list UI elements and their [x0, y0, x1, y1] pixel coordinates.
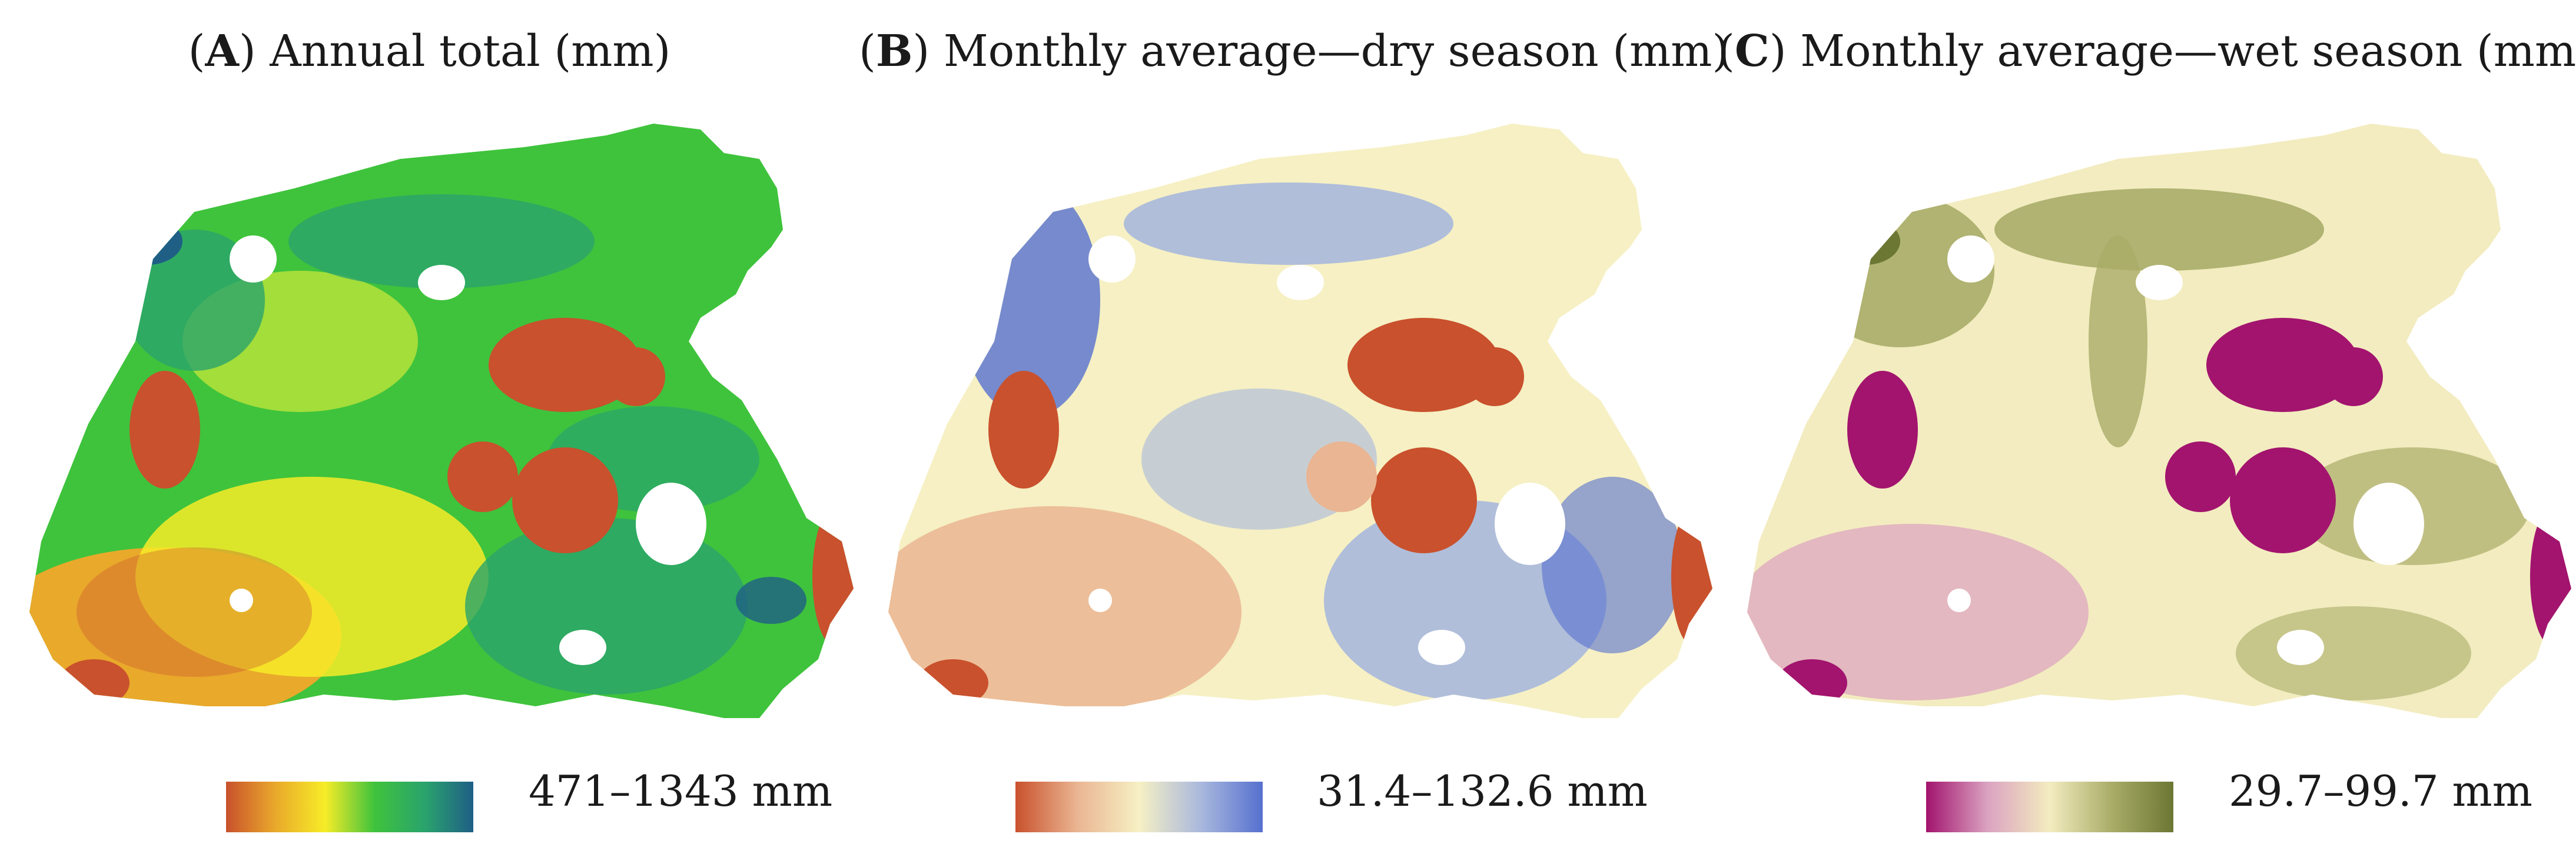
panel-title: (A) Annual total (mm) — [188, 26, 671, 77]
dry-season-color-bar — [1015, 782, 1263, 832]
panel-title: (B) Monthly average—dry season (mm) — [859, 26, 1729, 77]
legend-range-label: 471–1343 mm — [529, 766, 833, 816]
panel-letter: B — [875, 26, 913, 77]
dry-season-map — [888, 124, 1712, 718]
panel-annual-total: (A) Annual total (mm) — [0, 0, 859, 857]
panel-letter: A — [205, 26, 239, 77]
panel-letter: C — [1734, 26, 1770, 77]
annual-total-map — [29, 124, 854, 718]
panel-title-text: Annual total (mm) — [270, 26, 671, 77]
annual-total-color-bar — [226, 782, 473, 832]
legend-range-label: 31.4–132.6 mm — [1317, 766, 1648, 816]
panel-dry-season: (B) Monthly average—dry season (mm) — [859, 0, 1729, 857]
panel-title: (C) Monthly average—wet season (mm) — [1718, 26, 2576, 77]
wet-season-map — [1747, 124, 2571, 718]
panel-title-text: Monthly average—wet season (mm) — [1800, 26, 2576, 77]
panel-wet-season: (C) Monthly average—wet season (mm) — [1718, 0, 2576, 857]
wet-season-color-bar — [1926, 782, 2173, 832]
panel-title-text: Monthly average—dry season (mm) — [943, 26, 1729, 77]
legend-range-label: 29.7–99.7 mm — [2229, 766, 2533, 816]
